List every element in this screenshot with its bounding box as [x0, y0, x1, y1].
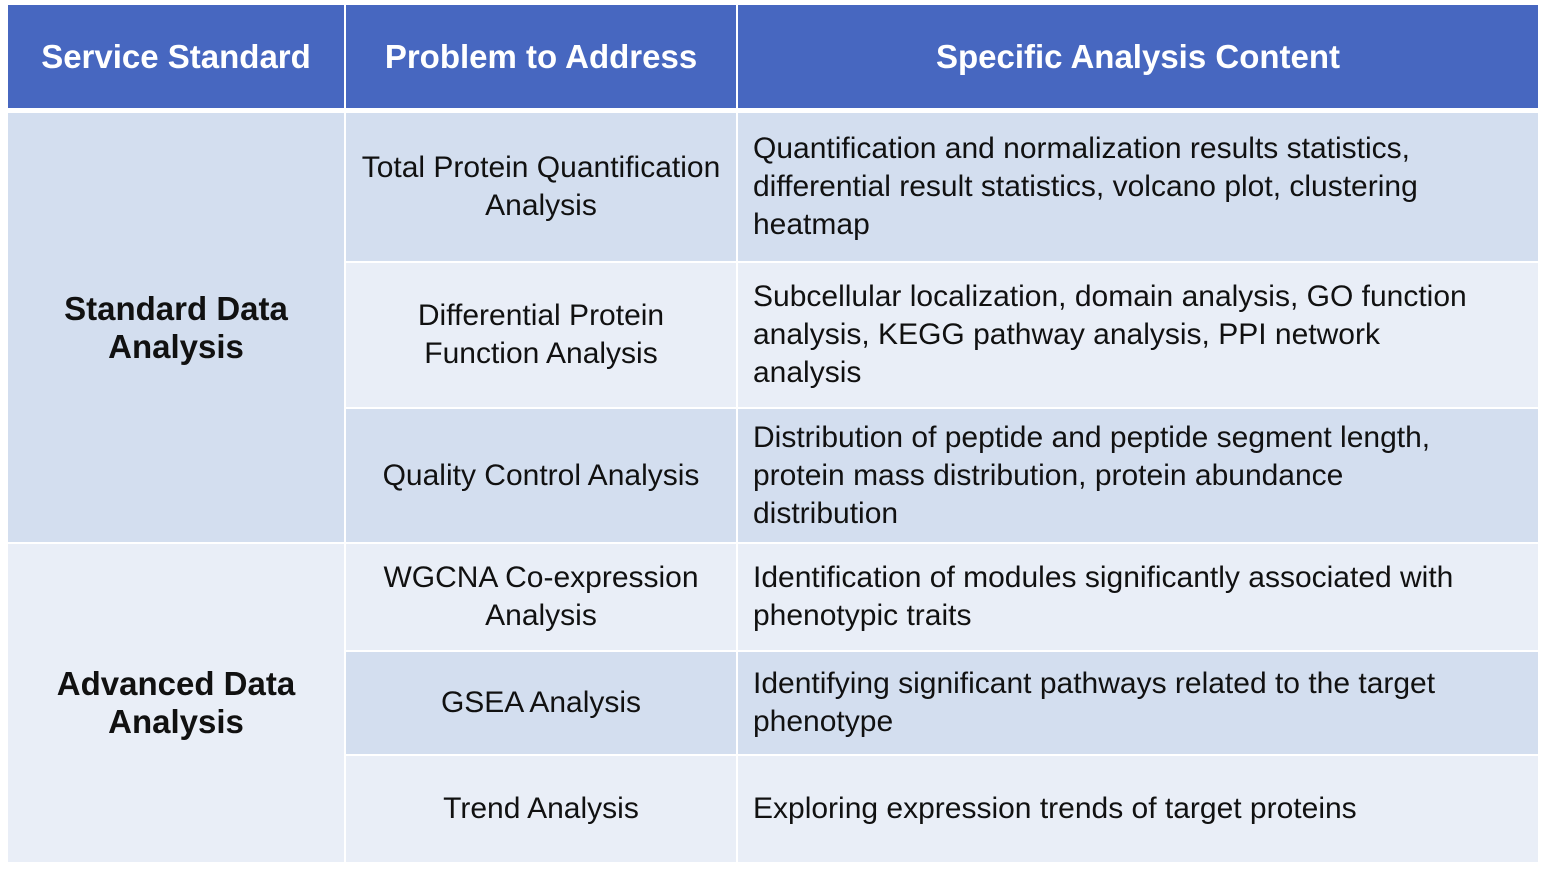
content-text: Exploring expression trends of target pr…: [753, 792, 1357, 825]
group-cell: Advanced Data Analysis: [8, 544, 344, 862]
content-text: Identifying significant pathways related…: [753, 667, 1436, 738]
header-cell: Service Standard: [8, 5, 344, 108]
problem-cell: Quality Control Analysis: [346, 409, 736, 542]
header-cell: Problem to Address: [346, 5, 736, 108]
content-text: Quantification and normalization results…: [753, 132, 1418, 241]
problem-cell: Trend Analysis: [346, 756, 736, 862]
content-cell: Distribution of peptide and peptide segm…: [738, 409, 1538, 542]
header-text: Problem to Address: [384, 37, 698, 75]
content-text: Identification of modules significantly …: [753, 561, 1454, 632]
problem-text: GSEA Analysis: [440, 686, 642, 719]
group-label: Standard Data Analysis: [64, 289, 288, 365]
problem-text: WGCNA Co-expression Analysis: [383, 561, 699, 632]
problem-cell: Total Protein Quantification Analysis: [346, 113, 736, 261]
problem-text: Quality Control Analysis: [382, 458, 700, 492]
content-cell: Identification of modules significantly …: [738, 544, 1538, 650]
header-text: Specific Analysis Content: [935, 37, 1341, 75]
group-cell: Standard Data Analysis: [8, 113, 344, 542]
content-cell: Identifying significant pathways related…: [738, 652, 1538, 754]
header-text: Service Standard: [41, 37, 311, 75]
problem-cell: GSEA Analysis: [346, 652, 736, 754]
content-cell: Subcellular localization, domain analysi…: [738, 263, 1538, 407]
problem-text: Trend Analysis: [443, 792, 639, 825]
content-cell: Exploring expression trends of target pr…: [738, 756, 1538, 862]
problem-cell: WGCNA Co-expression Analysis: [346, 544, 736, 650]
content-cell: Quantification and normalization results…: [738, 113, 1538, 261]
problem-text: Differential Protein Function Analysis: [417, 299, 665, 370]
content-text: Distribution of peptide and peptide segm…: [753, 420, 1431, 530]
group-label: Advanced Data Analysis: [56, 665, 296, 740]
header-cell: Specific Analysis Content: [738, 5, 1538, 108]
content-text: Subcellular localization, domain analysi…: [753, 280, 1467, 389]
problem-cell: Differential Protein Function Analysis: [346, 263, 736, 407]
problem-text: Total Protein Quantification Analysis: [361, 151, 721, 222]
